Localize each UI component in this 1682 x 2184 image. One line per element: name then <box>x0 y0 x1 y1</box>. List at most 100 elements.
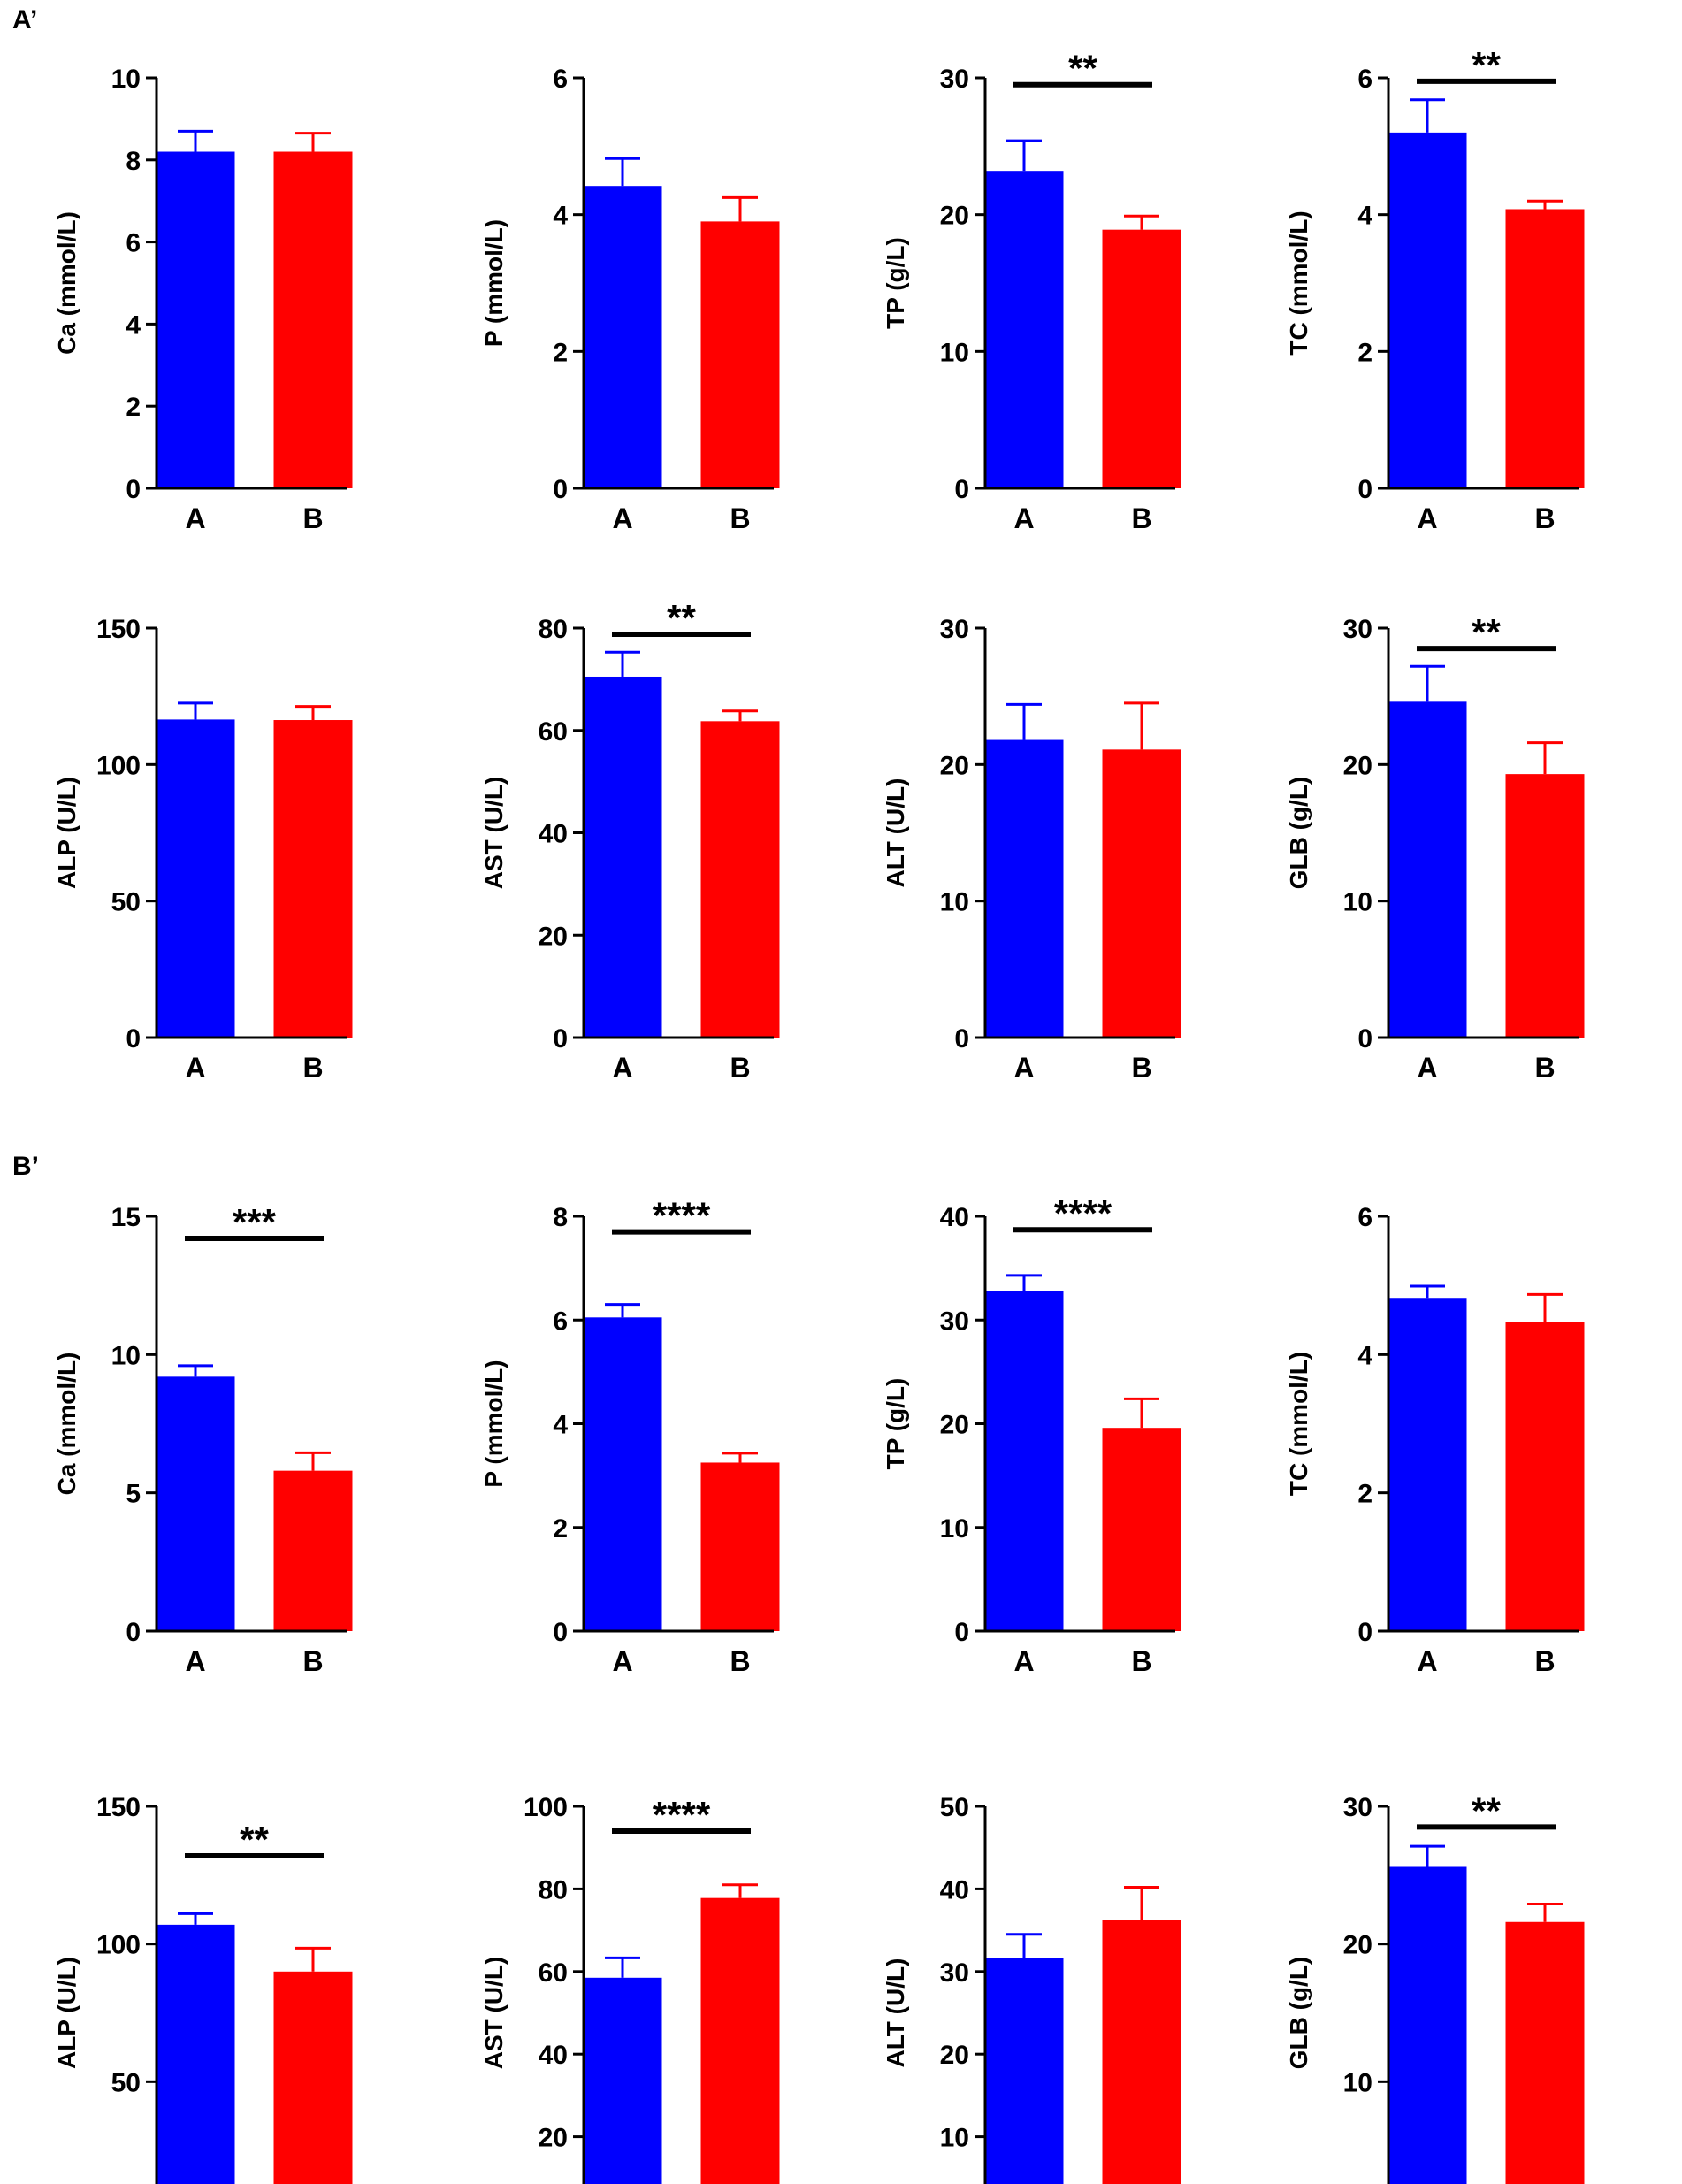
chart-14-bar-b <box>700 1897 780 2184</box>
chart-11-ytick-label: 20 <box>940 1411 969 1440</box>
chart-1-bar-a <box>156 151 235 488</box>
chart-12-ytick-label: 6 <box>1357 1203 1372 1232</box>
chart-4-ytick-label: 0 <box>1357 475 1372 504</box>
chart-10-ylabel: P (mmol/L) <box>480 1360 508 1487</box>
chart-15-ytick-label: 10 <box>940 2124 969 2153</box>
chart-4-xtick-b: B <box>1534 502 1555 534</box>
chart-12-bar-a <box>1388 1298 1467 1631</box>
chart-6-ylabel: AST (U/L) <box>480 777 508 890</box>
chart-1-ytick-label: 4 <box>126 310 141 340</box>
chart-11-significance-stars: **** <box>1054 1192 1112 1234</box>
chart-14-ytick-label: 100 <box>524 1793 568 1822</box>
chart-11-ytick-label: 10 <box>940 1514 969 1544</box>
chart-4-ytick-label: 4 <box>1357 202 1372 231</box>
chart-10-ytick-label: 6 <box>553 1307 568 1336</box>
chart-2-ytick-label: 2 <box>553 338 568 367</box>
chart-9-bar-a <box>156 1376 235 1631</box>
chart-6-bar-b <box>700 721 780 1038</box>
chart-11-xtick-b: B <box>1131 1645 1151 1677</box>
chart-2-ylabel: P (mmol/L) <box>480 219 508 347</box>
chart-3-ytick-label: 0 <box>954 475 969 504</box>
chart-5-ytick-label: 150 <box>96 615 141 644</box>
chart-9-ylabel: Ca (mmol/L) <box>53 1353 80 1496</box>
chart-6-xtick-a: A <box>612 1052 632 1084</box>
chart-6-ytick-label: 40 <box>539 820 568 849</box>
chart-7-ytick-label: 30 <box>940 615 969 644</box>
chart-8-ytick-label: 20 <box>1343 751 1372 780</box>
chart-6-ytick-label: 20 <box>539 922 568 951</box>
chart-1-bar-b <box>273 151 353 488</box>
chart-6-ytick-label: 60 <box>539 717 568 747</box>
chart-7-ytick-label: 10 <box>940 888 969 917</box>
chart-2-xtick-a: A <box>612 502 632 534</box>
chart-15-bar-a <box>984 1958 1064 2184</box>
chart-16-bar-b <box>1505 1921 1585 2184</box>
chart-6-bar-a <box>583 676 662 1038</box>
chart-1-ytick-label: 6 <box>126 229 141 258</box>
chart-12-ytick-label: 4 <box>1357 1341 1372 1370</box>
chart-12-ytick-label: 0 <box>1357 1618 1372 1647</box>
chart-4-significance-stars: ** <box>1472 44 1501 86</box>
chart-9-xtick-a: A <box>185 1645 205 1677</box>
chart-14-ytick-label: 80 <box>539 1875 568 1904</box>
chart-8-ytick-label: 30 <box>1343 615 1372 644</box>
chart-11-ylabel: TP (g/L) <box>882 1378 909 1470</box>
chart-11-ytick-label: 0 <box>954 1618 969 1647</box>
chart-14-ylabel: AST (U/L) <box>480 1957 508 2070</box>
chart-9-ytick-label: 15 <box>111 1203 141 1232</box>
chart-3-xtick-a: A <box>1013 502 1034 534</box>
chart-3-xtick-b: B <box>1131 502 1151 534</box>
chart-13-ytick-label: 100 <box>96 1931 141 1960</box>
chart-10-ytick-label: 2 <box>553 1514 568 1544</box>
chart-6-ytick-label: 80 <box>539 615 568 644</box>
chart-13-bar-b <box>273 1971 353 2184</box>
chart-3-significance-stars: ** <box>1068 48 1097 89</box>
chart-13-bar-a <box>156 1924 235 2184</box>
chart-16-ytick-label: 10 <box>1343 2068 1372 2097</box>
chart-5-ytick-label: 100 <box>96 751 141 780</box>
chart-5-xtick-b: B <box>302 1052 323 1084</box>
panel-label-b: B’ <box>12 1152 39 1181</box>
chart-3-ytick-label: 10 <box>940 338 969 367</box>
chart-3-ylabel: TP (g/L) <box>882 237 909 329</box>
chart-7-ylabel: ALT (U/L) <box>882 778 909 888</box>
chart-8-xtick-b: B <box>1534 1052 1555 1084</box>
chart-2-bar-b <box>700 221 780 488</box>
chart-11-bar-b <box>1102 1428 1181 1631</box>
chart-14-ytick-label: 20 <box>539 2124 568 2153</box>
chart-1-ytick-label: 8 <box>126 147 141 176</box>
chart-9-xtick-b: B <box>302 1645 323 1677</box>
chart-16-bar-a <box>1388 1866 1467 2184</box>
chart-6-significance-stars: ** <box>667 597 696 639</box>
chart-1-xtick-a: A <box>185 502 205 534</box>
panel-label-a: A’ <box>12 5 38 34</box>
chart-6-xtick-b: B <box>730 1052 750 1084</box>
chart-12-xtick-a: A <box>1417 1645 1437 1677</box>
chart-8-ytick-label: 0 <box>1357 1024 1372 1054</box>
chart-16-significance-stars: ** <box>1472 1789 1501 1831</box>
chart-13-ylabel: ALP (U/L) <box>53 1957 80 2069</box>
chart-8-significance-stars: ** <box>1472 611 1501 653</box>
chart-5-bar-b <box>273 720 353 1038</box>
chart-9-significance-stars: *** <box>233 1201 277 1243</box>
chart-3-bar-b <box>1102 229 1181 488</box>
chart-7-bar-a <box>984 739 1064 1038</box>
chart-14-ytick-label: 60 <box>539 1958 568 1988</box>
chart-11-ytick-label: 30 <box>940 1307 969 1336</box>
chart-14-significance-stars: **** <box>653 1794 711 1835</box>
chart-1-ytick-label: 2 <box>126 393 141 422</box>
chart-5-xtick-a: A <box>185 1052 205 1084</box>
chart-9-ytick-label: 5 <box>126 1480 141 1509</box>
chart-7-xtick-b: B <box>1131 1052 1151 1084</box>
chart-8-ylabel: GLB (g/L) <box>1285 777 1312 890</box>
chart-5-ytick-label: 0 <box>126 1024 141 1054</box>
chart-12-bar-b <box>1505 1322 1585 1631</box>
chart-10-ytick-label: 4 <box>553 1411 568 1440</box>
chart-4-ytick-label: 2 <box>1357 338 1372 367</box>
chart-2-xtick-b: B <box>730 502 750 534</box>
chart-2-ytick-label: 0 <box>553 475 568 504</box>
chart-11-xtick-a: A <box>1013 1645 1034 1677</box>
chart-7-ytick-label: 20 <box>940 751 969 780</box>
chart-1-ytick-label: 10 <box>111 65 141 94</box>
chart-3-bar-a <box>984 171 1064 488</box>
